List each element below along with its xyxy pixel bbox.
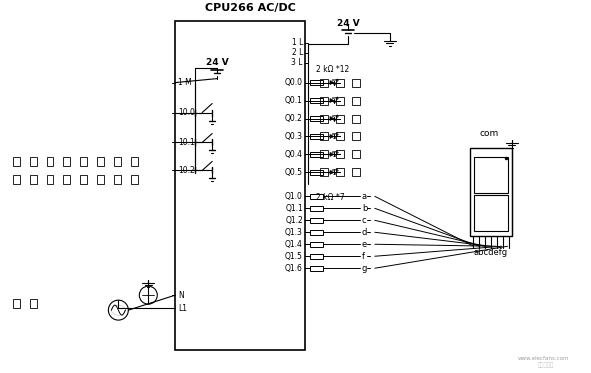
Text: com: com [480, 129, 499, 138]
Bar [352, 97, 360, 104]
Bar [80, 175, 87, 184]
Text: e: e [362, 240, 367, 249]
Bar [115, 175, 121, 184]
Text: abcdefg: abcdefg [473, 248, 508, 257]
Bar [310, 242, 323, 247]
Text: c: c [362, 216, 366, 225]
Bar [352, 169, 360, 176]
Bar [310, 218, 323, 223]
Text: www.elecfans.com: www.elecfans.com [518, 356, 570, 361]
Bar [310, 266, 323, 271]
Text: L1: L1 [178, 304, 187, 313]
Bar [336, 150, 344, 159]
Bar [336, 132, 344, 141]
Text: Q0.0: Q0.0 [285, 78, 303, 87]
Bar [473, 195, 508, 231]
Bar [131, 175, 138, 184]
Text: 电子发烧友: 电子发烧友 [538, 363, 554, 368]
Polygon shape [330, 81, 334, 85]
Bar [47, 157, 54, 166]
Bar [336, 79, 344, 87]
Bar [30, 299, 37, 308]
Bar [320, 97, 328, 104]
Bar [336, 169, 344, 176]
Text: Q1.3: Q1.3 [285, 228, 303, 237]
Bar [320, 132, 328, 141]
Polygon shape [330, 170, 334, 175]
Bar [352, 150, 360, 159]
Text: 1 L: 1 L [291, 38, 303, 47]
Bar [310, 194, 323, 199]
Text: 2 L: 2 L [291, 48, 303, 57]
Bar [352, 132, 360, 141]
Text: 2 kΩ *7: 2 kΩ *7 [316, 193, 345, 203]
Bar [310, 254, 323, 259]
Text: b: b [362, 204, 367, 213]
Polygon shape [330, 116, 334, 120]
Text: 1 M: 1 M [178, 78, 192, 87]
Polygon shape [330, 98, 334, 103]
Bar [63, 175, 70, 184]
Bar [320, 115, 328, 122]
Polygon shape [330, 135, 334, 138]
Bar [63, 157, 70, 166]
Text: CPU266 AC/DC: CPU266 AC/DC [204, 3, 296, 13]
Text: Q0.2: Q0.2 [285, 114, 303, 123]
Text: 24 V: 24 V [206, 58, 229, 67]
Text: 2 kΩ *12: 2 kΩ *12 [316, 65, 350, 73]
Bar [12, 299, 20, 308]
Bar [80, 157, 87, 166]
Bar [12, 175, 20, 184]
Text: 24 V: 24 V [336, 19, 359, 28]
Bar [320, 169, 328, 176]
Bar [176, 21, 305, 350]
Bar [47, 175, 54, 184]
Bar [310, 170, 323, 175]
Bar [320, 150, 328, 159]
Bar [115, 157, 121, 166]
Bar [98, 175, 105, 184]
Text: a: a [362, 192, 367, 201]
Bar [310, 152, 323, 157]
Bar [30, 175, 37, 184]
Text: Q1.1: Q1.1 [285, 204, 303, 213]
Text: Q1.6: Q1.6 [285, 264, 303, 273]
Bar [310, 230, 323, 235]
Text: Q1.0: Q1.0 [285, 192, 303, 201]
Bar [131, 157, 138, 166]
Bar [310, 134, 323, 139]
Text: 10.0: 10.0 [178, 108, 195, 117]
Bar [336, 97, 344, 104]
Bar [352, 79, 360, 87]
Bar [352, 115, 360, 122]
Bar [320, 79, 328, 87]
Bar [473, 157, 508, 193]
Text: N: N [178, 291, 184, 300]
Bar [470, 148, 512, 236]
Bar [310, 206, 323, 211]
Bar [30, 157, 37, 166]
Bar [310, 116, 323, 121]
Text: Q0.3: Q0.3 [285, 132, 303, 141]
Text: 10.2: 10.2 [178, 166, 195, 175]
Text: g: g [362, 264, 367, 273]
Text: Q1.4: Q1.4 [285, 240, 303, 249]
Text: 10.1: 10.1 [178, 138, 195, 147]
Text: d: d [362, 228, 367, 237]
Text: Q1.2: Q1.2 [285, 216, 303, 225]
Bar [310, 98, 323, 103]
Text: Q0.4: Q0.4 [285, 150, 303, 159]
Bar [98, 157, 105, 166]
Bar [12, 157, 20, 166]
Bar [336, 115, 344, 122]
Text: Q0.5: Q0.5 [285, 168, 303, 177]
Text: Q0.1: Q0.1 [285, 96, 303, 105]
Text: f: f [362, 252, 365, 261]
Bar [310, 80, 323, 85]
Text: 3 L: 3 L [291, 58, 303, 67]
Text: Q1.5: Q1.5 [285, 252, 303, 261]
Polygon shape [330, 153, 334, 156]
